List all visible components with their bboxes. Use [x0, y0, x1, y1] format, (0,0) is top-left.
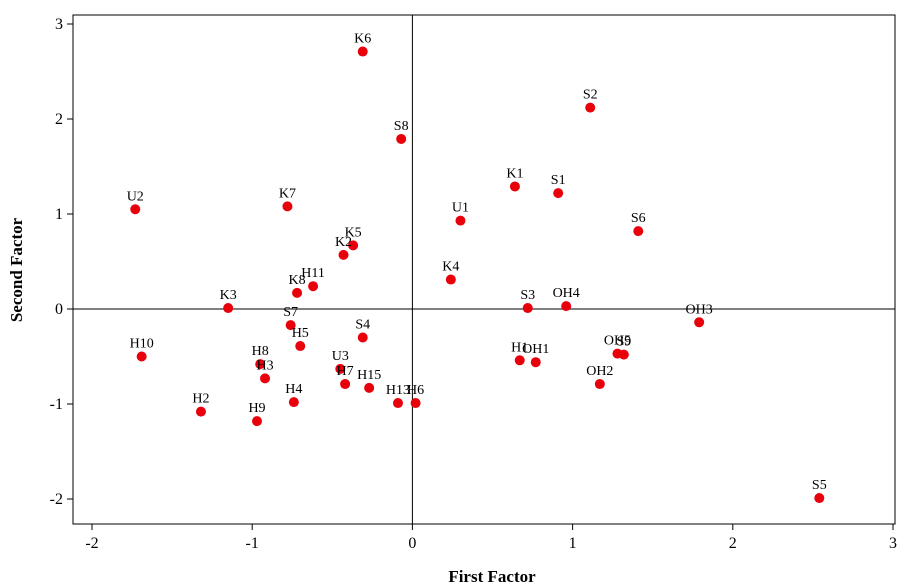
data-point: [364, 382, 375, 393]
data-point: [195, 406, 206, 417]
point-label: U1: [452, 201, 469, 216]
x-tick-label: -2: [85, 535, 98, 552]
data-point: [252, 416, 263, 427]
data-point: [340, 379, 351, 390]
y-axis-title: Second Factor: [7, 217, 26, 322]
data-point: [335, 363, 346, 374]
data-point: [348, 240, 359, 251]
point-label: K8: [288, 273, 305, 288]
data-point: [594, 379, 605, 390]
point-label: K5: [345, 225, 362, 240]
point-label: H13: [386, 383, 410, 398]
point-label: S7: [283, 305, 298, 320]
point-label: S3: [520, 288, 535, 303]
y-tick-label: 0: [55, 301, 63, 318]
point-label: H2: [192, 392, 209, 407]
data-point: [633, 226, 644, 237]
data-point: [553, 188, 564, 199]
axis-ticks: -2 -1 0 1 2 3 -2 -1 0 1 2 3: [50, 16, 897, 552]
data-point: [455, 215, 466, 226]
data-point: [522, 303, 533, 314]
point-label: OH3: [686, 302, 713, 317]
point-label: H7: [337, 364, 354, 379]
y-tick-label: 1: [55, 206, 63, 223]
point-label: H1: [511, 340, 528, 355]
point-label: S1: [551, 173, 566, 188]
data-point: [292, 287, 303, 298]
x-tick-label: -1: [246, 535, 259, 552]
point-label: K2: [335, 235, 352, 250]
x-tick-label: 0: [408, 535, 416, 552]
data-point: [357, 46, 368, 57]
point-label: H15: [357, 368, 381, 383]
data-point: [136, 351, 147, 362]
data-point: [514, 355, 525, 366]
y-tick-label: -2: [50, 491, 63, 508]
reference-lines: [73, 15, 895, 524]
plot-frame: [72, 14, 896, 525]
point-label: H5: [292, 326, 309, 341]
point-label: K6: [354, 32, 371, 47]
point-label: S4: [355, 318, 370, 333]
point-label: H8: [252, 344, 269, 359]
point-label: OH4: [553, 286, 580, 301]
point-label: S9: [616, 335, 631, 350]
data-point: [410, 398, 421, 409]
point-label: H11: [301, 266, 325, 281]
point-label: H6: [407, 383, 424, 398]
data-point: [445, 274, 456, 285]
point-label: OH2: [586, 364, 613, 379]
data-point: [585, 102, 596, 113]
point-label: K3: [220, 288, 237, 303]
data-point: [396, 133, 407, 144]
data-point: [618, 349, 629, 360]
x-axis-title: First Factor: [448, 567, 536, 586]
data-point: [285, 320, 296, 331]
point-label: K7: [279, 186, 296, 201]
point-label: K1: [506, 166, 523, 181]
data-point: [338, 249, 349, 260]
data-point: [295, 341, 306, 352]
data-point: [814, 493, 825, 504]
data-point: [509, 181, 520, 192]
data-point: [255, 359, 266, 370]
x-tick-label: 1: [569, 535, 577, 552]
data-point: [130, 204, 141, 215]
point-label: H3: [256, 358, 273, 373]
point-label: U3: [332, 349, 349, 364]
data-point: [282, 201, 293, 212]
point-label: S2: [583, 88, 598, 103]
data-point: [561, 301, 572, 312]
point-label: K4: [442, 260, 459, 275]
data-point: [392, 398, 403, 409]
point-label: S5: [812, 478, 827, 493]
data-point: [694, 317, 705, 328]
y-tick-label: 3: [55, 16, 63, 33]
y-tick-label: -1: [50, 396, 63, 413]
point-label: S6: [631, 211, 646, 226]
point-label: OH1: [522, 342, 549, 357]
point-label: U2: [127, 189, 144, 204]
data-point: [223, 303, 234, 314]
data-point: [357, 332, 368, 343]
point-label: OH5: [604, 334, 631, 349]
data-point: [308, 281, 319, 292]
x-tick-label: 3: [889, 535, 897, 552]
y-tick-label: 2: [55, 111, 63, 128]
data-point: [530, 357, 541, 368]
point-label: H4: [285, 382, 302, 397]
point-label: H9: [248, 401, 265, 416]
data-point: [288, 397, 299, 408]
x-tick-label: 2: [729, 535, 737, 552]
point-label: H10: [130, 337, 154, 352]
data-point: [260, 373, 271, 384]
point-label: S8: [394, 119, 409, 134]
